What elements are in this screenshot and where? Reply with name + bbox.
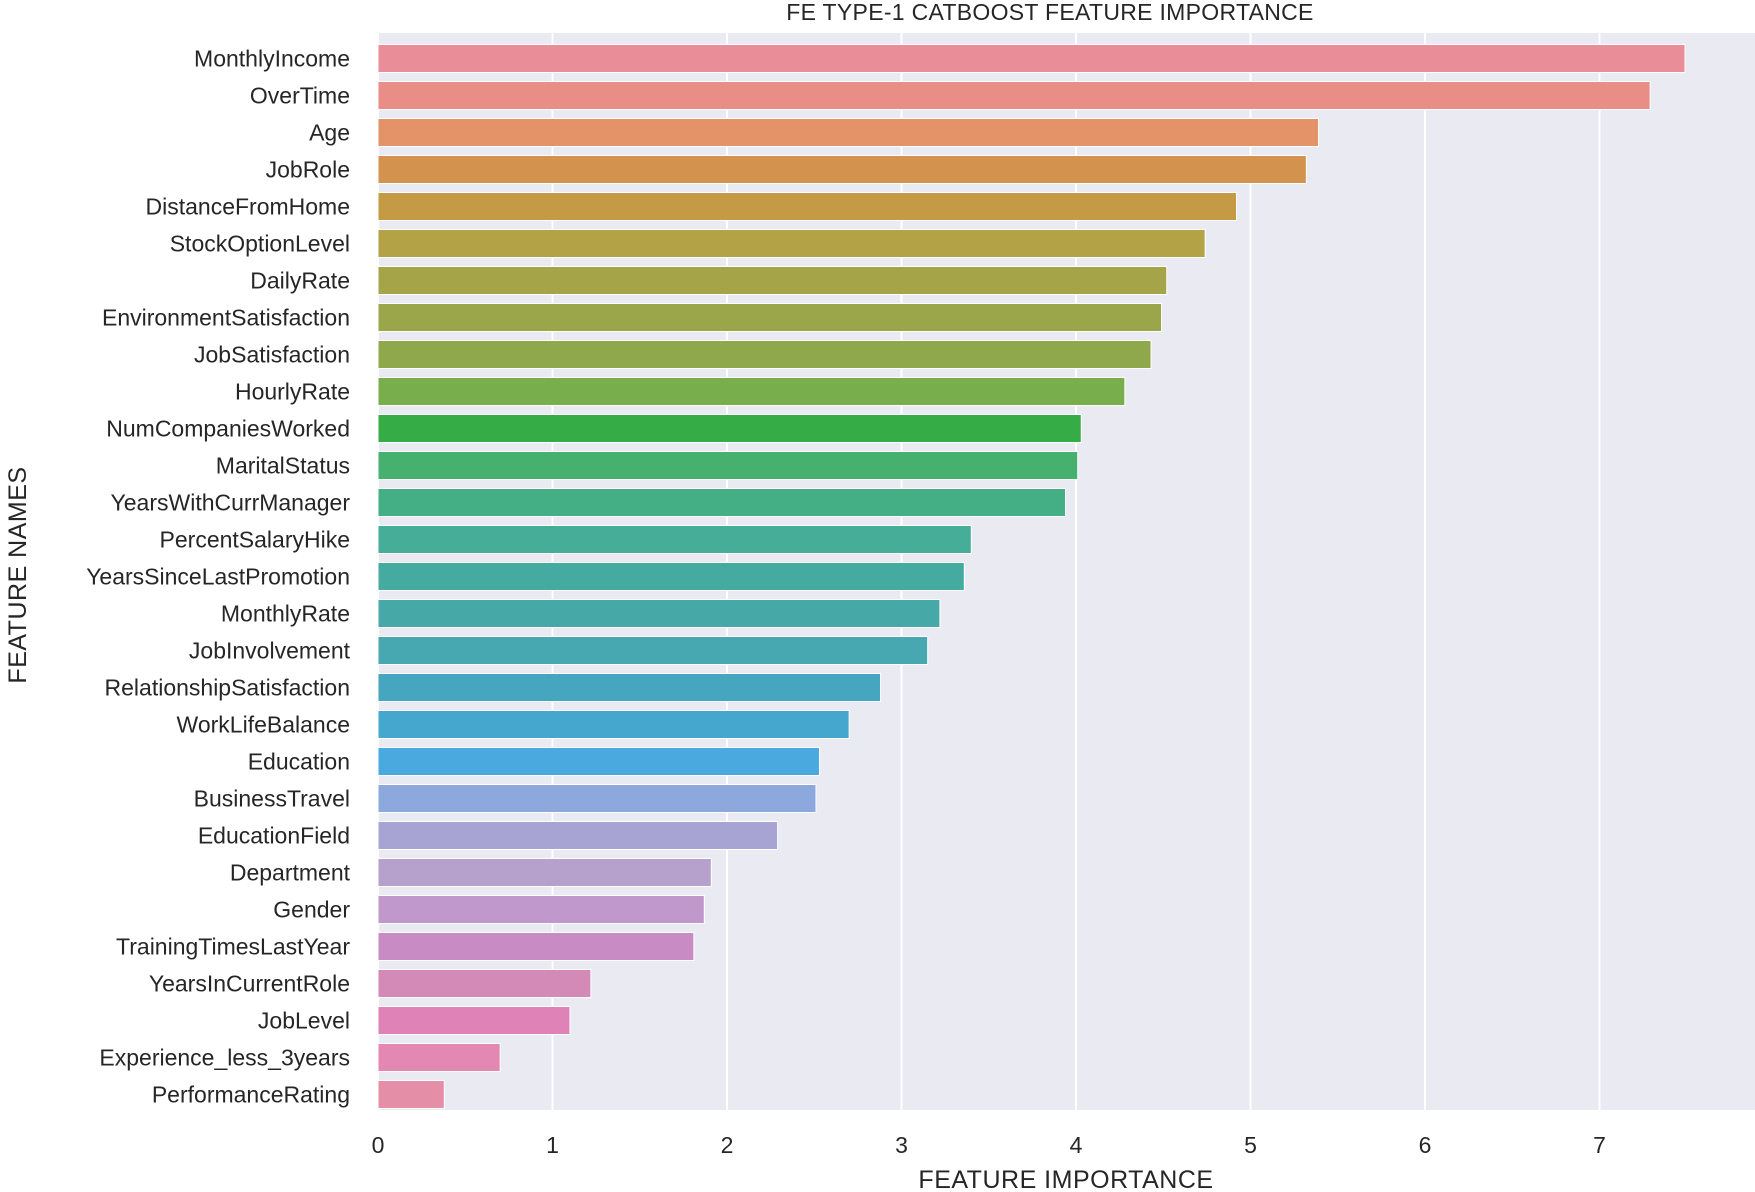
bar bbox=[377, 414, 1082, 443]
bar bbox=[377, 599, 941, 628]
category-label: PercentSalaryHike bbox=[160, 527, 350, 553]
bar bbox=[377, 192, 1238, 221]
x-tick-label: 4 bbox=[1070, 1132, 1083, 1158]
bar bbox=[377, 155, 1307, 184]
category-label: PerformanceRating bbox=[152, 1082, 350, 1108]
category-label: YearsSinceLastPromotion bbox=[86, 564, 350, 590]
bar bbox=[377, 1006, 571, 1035]
bar bbox=[377, 969, 592, 998]
category-label: JobRole bbox=[266, 157, 350, 183]
bar bbox=[377, 266, 1168, 295]
category-label: TrainingTimesLastYear bbox=[116, 934, 350, 960]
category-label: YearsInCurrentRole bbox=[149, 971, 350, 997]
category-label: EducationField bbox=[198, 823, 350, 849]
x-tick-label: 3 bbox=[895, 1132, 908, 1158]
bar bbox=[377, 377, 1126, 406]
category-label: DailyRate bbox=[250, 268, 350, 294]
category-label: NumCompaniesWorked bbox=[106, 416, 350, 442]
bar bbox=[377, 562, 965, 591]
category-label: Department bbox=[230, 860, 351, 886]
category-label: HourlyRate bbox=[235, 379, 350, 405]
category-label: MonthlyRate bbox=[221, 601, 350, 627]
category-label: MonthlyIncome bbox=[194, 46, 350, 72]
x-tick-label: 5 bbox=[1244, 1132, 1257, 1158]
category-labels: MonthlyIncome OverTime Age JobRole DistanceF… bbox=[86, 46, 350, 1108]
category-label: DistanceFromHome bbox=[146, 194, 351, 220]
bar bbox=[377, 932, 695, 961]
category-label: Gender bbox=[273, 897, 350, 923]
bar bbox=[377, 747, 820, 776]
category-label: WorkLifeBalance bbox=[177, 712, 350, 738]
bar bbox=[377, 895, 705, 924]
bar bbox=[377, 118, 1320, 147]
bar bbox=[377, 673, 882, 702]
bars-group bbox=[377, 44, 1686, 1109]
category-label: StockOptionLevel bbox=[170, 231, 350, 257]
category-label: MaritalStatus bbox=[216, 453, 350, 479]
x-axis-title: FEATURE IMPORTANCE bbox=[918, 1166, 1213, 1192]
bar bbox=[377, 451, 1079, 480]
x-tick-label: 2 bbox=[721, 1132, 734, 1158]
bar bbox=[377, 81, 1651, 110]
category-label: EnvironmentSatisfaction bbox=[102, 305, 350, 331]
bar bbox=[377, 229, 1206, 258]
bar bbox=[377, 636, 929, 665]
category-label: Age bbox=[309, 120, 350, 146]
category-label: JobInvolvement bbox=[189, 638, 351, 664]
bar bbox=[377, 858, 712, 887]
x-tick-label: 6 bbox=[1419, 1132, 1432, 1158]
category-label: JobSatisfaction bbox=[194, 342, 350, 368]
category-label: JobLevel bbox=[258, 1008, 350, 1034]
x-tick-label: 7 bbox=[1593, 1132, 1606, 1158]
bar bbox=[377, 44, 1686, 73]
bar bbox=[377, 1043, 501, 1072]
x-tick-label: 1 bbox=[546, 1132, 559, 1158]
x-tick-labels: 0 1 2 3 4 5 6 7 bbox=[372, 1132, 1606, 1158]
bar bbox=[377, 303, 1163, 332]
category-label: YearsWithCurrManager bbox=[111, 490, 351, 516]
bar bbox=[377, 525, 972, 554]
category-label: OverTime bbox=[250, 83, 350, 109]
bar bbox=[377, 821, 779, 850]
bar bbox=[377, 784, 817, 813]
bar bbox=[377, 1080, 445, 1109]
chart-title: FE TYPE-1 CATBOOST FEATURE IMPORTANCE bbox=[786, 0, 1313, 25]
category-label: BusinessTravel bbox=[194, 786, 350, 812]
category-label: Education bbox=[248, 749, 350, 775]
bar bbox=[377, 488, 1067, 517]
bar bbox=[377, 710, 850, 739]
category-label: RelationshipSatisfaction bbox=[105, 675, 350, 701]
y-axis-title: FEATURE NAMES bbox=[4, 466, 32, 683]
x-tick-label: 0 bbox=[372, 1132, 385, 1158]
bar bbox=[377, 340, 1152, 369]
category-label: Experience_less_3years bbox=[99, 1045, 350, 1071]
